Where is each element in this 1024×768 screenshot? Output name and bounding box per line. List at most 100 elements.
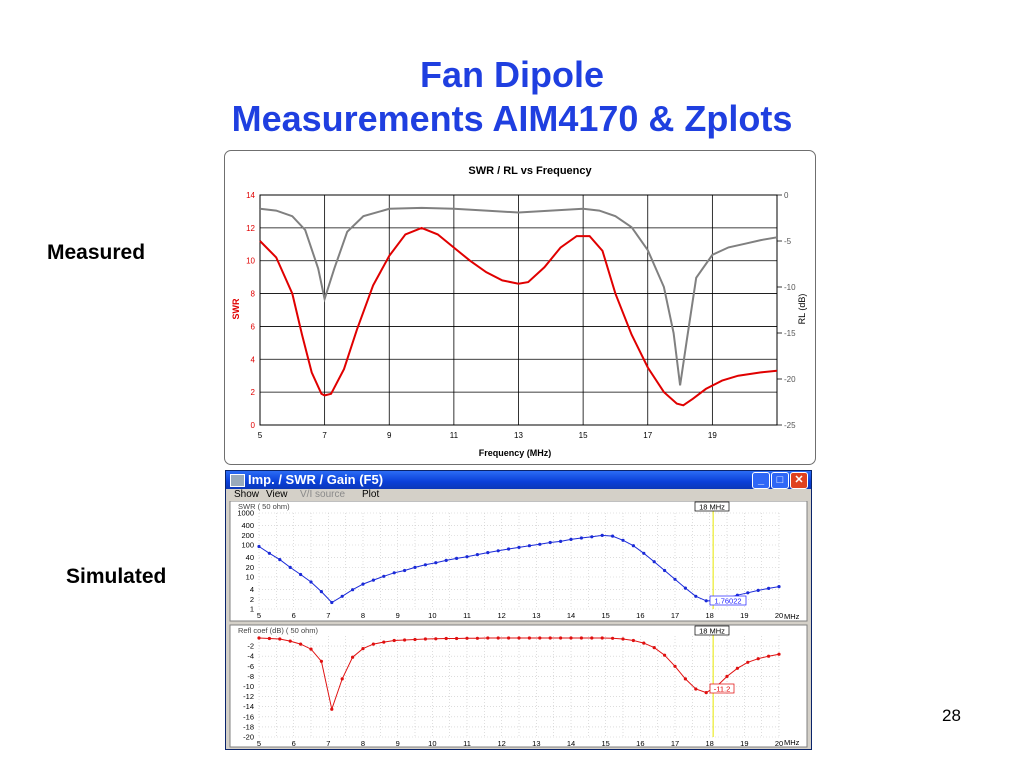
y-tick-label: 1000 [237,509,254,518]
data-point [267,636,271,641]
data-point [621,637,625,641]
data-point [507,636,511,640]
data-point [319,590,323,594]
data-point [746,660,750,664]
menu-plot[interactable]: Plot [362,489,380,500]
x-tick-label: 15 [579,431,588,440]
data-point [517,636,521,640]
y-tick-label: 4 [251,355,256,364]
y-tick-label: -2 [247,642,254,651]
data-point [767,654,771,658]
data-point [673,577,677,581]
y-right-tick-label: -15 [784,329,796,338]
data-point [642,551,646,555]
x-tick-label: 20 [775,739,783,748]
data-point [527,636,531,640]
data-point [455,556,459,560]
measured-label: Measured [47,241,146,264]
data-point [299,572,303,577]
data-point [496,549,500,553]
data-point [382,574,386,578]
y-tick-label: 4 [250,585,254,594]
data-point [486,636,490,640]
menu-view[interactable]: View [266,489,288,500]
data-point [569,537,573,541]
data-point [423,563,427,567]
data-point [267,551,271,555]
data-point [319,659,323,663]
data-point [704,599,708,603]
x-tick-label: 16 [636,739,644,748]
y-tick-label: -18 [243,722,254,731]
data-point [288,565,292,569]
swr-series-line [259,226,778,407]
x-tick-label: 7 [326,611,330,620]
y-tick-label: 0 [251,421,256,430]
y-tick-label: 100 [241,541,254,550]
data-point [631,544,635,548]
x-tick-label: 9 [396,739,400,748]
y-tick-label: -16 [243,712,254,721]
data-point [278,558,282,562]
menu-vi-source[interactable]: V/I source [300,489,346,500]
menu-show[interactable]: Show [234,489,260,500]
x-tick-label: 16 [636,611,644,620]
data-point [559,539,563,543]
window-title: Imp. / SWR / Gain (F5) [248,472,384,487]
data-point [288,639,292,643]
data-point [309,580,313,584]
y-tick-label: -14 [243,702,254,711]
data-point [611,534,615,538]
x-tick-label: 11 [450,431,459,440]
data-point [590,636,594,640]
data-point [579,636,583,640]
data-point [413,565,417,569]
x-tick-label: 12 [497,739,505,748]
minimize-button[interactable]: _ [752,472,770,489]
data-point [621,538,625,542]
x-tick-label: 15 [601,739,609,748]
x-tick-label: 8 [361,611,365,620]
data-point [652,560,656,564]
y-right-tick-label: -5 [784,237,792,246]
x-tick-label: 8 [361,739,365,748]
y-tick-label: -6 [247,662,254,671]
data-point [382,640,386,644]
x-tick-label: 10 [428,611,436,620]
y-tick-label: 12 [246,224,255,233]
data-point [257,636,261,640]
swr-rl-chart: SWR / RL vs Frequency Frequency (MHz) SW… [231,165,807,458]
data-point [444,558,448,562]
sim-window: Imp. / SWR / Gain (F5) _ □ ✕ Show View V… [225,470,812,750]
window-titlebar[interactable]: Imp. / SWR / Gain (F5) _ □ ✕ [226,471,811,489]
x-tick-label: 5 [257,611,261,620]
swr-marker-label-box [694,501,730,512]
data-point [600,533,604,537]
y-tick-label: 2 [250,595,254,604]
close-button[interactable]: ✕ [790,472,808,489]
data-point [600,636,604,640]
swr-unit: MHz [784,612,800,621]
maximize-button[interactable]: □ [771,472,789,489]
data-point [475,636,479,640]
y-tick-label: 14 [246,191,255,200]
app-icon [230,474,245,487]
x-tick-label: 19 [740,739,748,748]
data-point [371,642,375,646]
data-point [756,657,760,661]
y-axis-label-swr: SWR [231,298,241,319]
data-point [548,540,552,545]
slide-title-line1: Fan Dipole [419,54,604,95]
data-point [777,652,781,656]
x-tick-label: 11 [463,739,471,748]
menu-bar: Show View V/I source Plot [226,489,811,501]
y-tick-label: -10 [243,682,254,691]
data-point [465,636,469,640]
swr-readout-box [709,595,747,606]
data-point [340,677,344,681]
data-point [704,691,708,695]
refl-readout-box [709,683,735,694]
y-tick-label: 2 [251,388,256,397]
data-point [257,544,261,549]
data-point [735,666,739,670]
